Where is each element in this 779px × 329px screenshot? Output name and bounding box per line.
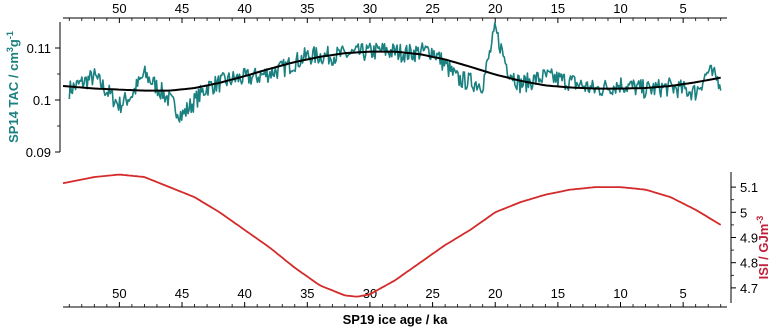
top-x-tick-label: 25	[425, 1, 439, 16]
top-x-tick-label: 30	[363, 1, 377, 16]
isi-line	[62, 173, 722, 298]
bottom-y-axis-label-sup: -3	[755, 216, 765, 224]
bottom-y-tick-label: 5	[740, 205, 747, 220]
top-y-axis-label: SP14 TAC / cm3g-1	[5, 31, 21, 143]
bottom-y-tick-label: 4.8	[740, 256, 758, 271]
bottom-x-axis: 50 45 40 35 30 25 20 15 10 5	[63, 286, 727, 308]
bottom-x-tick-label: 15	[551, 286, 565, 301]
tac-smooth-line	[62, 50, 721, 92]
top-y-axis: 0.09 0.1 0.11	[26, 22, 61, 160]
bottom-y-axis: 4.7 4.8 4.9 5 5.1	[730, 172, 758, 303]
bottom-x-tick-label: 5	[680, 286, 687, 301]
top-y-axis-label-base: SP14 TAC / cm	[6, 52, 21, 143]
top-y-tick-label: 0.09	[26, 145, 51, 160]
bottom-y-tick-label: 4.7	[740, 281, 758, 296]
bottom-y-axis-label-base: ISI / GJm	[756, 224, 771, 280]
top-x-tick-label: 15	[551, 1, 565, 16]
bottom-y-tick-label: 5.1	[740, 180, 758, 195]
bottom-panel: 50 45 40 35 30 25 20 15 10 5 4.74.84.955.1 SP19 i…	[62, 172, 771, 327]
top-x-tick-label: 35	[300, 1, 314, 16]
bottom-x-tick-label: 35	[300, 286, 314, 301]
top-x-tick-label: 50	[112, 1, 126, 16]
bottom-x-tick-label: 45	[175, 286, 189, 301]
bottom-x-tick-label: 25	[425, 286, 439, 301]
bottom-x-tick-label: 50	[112, 286, 126, 301]
top-y-axis-label-mid: g	[6, 39, 21, 47]
top-x-tick-label: 20	[488, 1, 502, 16]
top-y-axis-label-sup2: -1	[5, 31, 15, 39]
bottom-series-group	[62, 173, 722, 298]
bottom-y-axis-label: ISI / GJm-3	[755, 216, 771, 280]
top-y-axis-label-sup1: 3	[5, 47, 15, 52]
top-panel: 50 45 40 35 30 25 20 15 10 5 0.09 0.1 0.11 SP14 TAC…	[5, 1, 727, 160]
bottom-x-axis-label: SP19 ice age / ka	[343, 312, 449, 327]
top-x-tick-label: 45	[175, 1, 189, 16]
top-x-tick-label: 40	[237, 1, 251, 16]
top-y-tick-label: 0.1	[33, 93, 51, 108]
top-x-tick-label: 10	[613, 1, 627, 16]
top-x-axis: 50 45 40 35 30 25 20 15 10 5	[63, 1, 727, 23]
bottom-x-tick-label: 10	[613, 286, 627, 301]
bottom-x-tick-label: 20	[488, 286, 502, 301]
top-x-tick-label: 5	[680, 1, 687, 16]
bottom-y-tick-label: 4.9	[740, 231, 758, 246]
top-y-tick-label: 0.11	[27, 41, 51, 56]
top-series-group	[62, 22, 722, 123]
bottom-x-tick-label: 40	[237, 286, 251, 301]
tac-raw-line	[68, 22, 722, 123]
